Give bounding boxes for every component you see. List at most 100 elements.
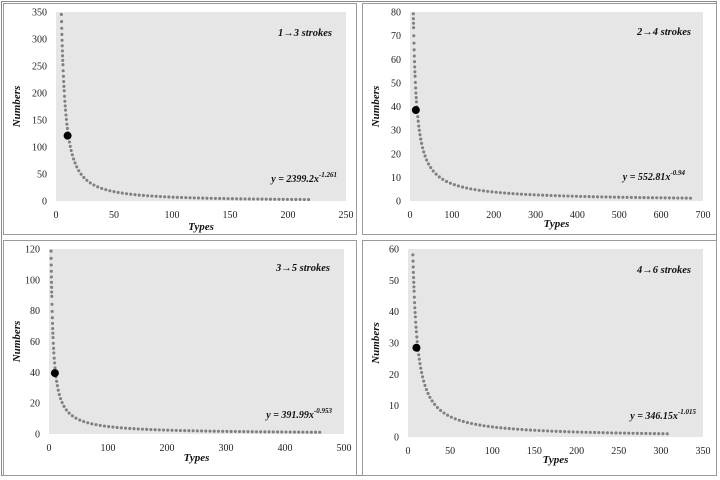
trend-dot xyxy=(218,196,222,201)
trend-dot xyxy=(655,196,659,200)
trend-dot xyxy=(63,108,68,112)
trend-dot xyxy=(225,429,229,433)
trend-dot xyxy=(413,315,417,319)
trend-dot xyxy=(434,172,438,176)
x-tick-label: 0 xyxy=(47,443,52,454)
x-axis-title: Types xyxy=(543,454,569,466)
trend-dot xyxy=(672,196,676,200)
trend-dot xyxy=(503,191,507,195)
trend-dot xyxy=(50,294,54,298)
highlight-point xyxy=(63,131,72,140)
trendline-equation: y = 2399.2x-1.261 xyxy=(270,171,337,185)
trend-dot xyxy=(314,430,318,434)
trend-dot xyxy=(435,405,439,410)
trend-dot xyxy=(412,34,416,38)
trend-dot xyxy=(251,197,256,201)
trend-dot xyxy=(663,196,667,200)
y-tick-label: 120 xyxy=(25,245,40,256)
trend-points xyxy=(411,12,693,200)
trend-dot xyxy=(425,158,429,162)
trend-dot xyxy=(419,366,423,370)
y-tick-label: 200 xyxy=(32,89,47,100)
trend-dot xyxy=(417,128,421,132)
trend-dot xyxy=(184,196,188,200)
trend-dot xyxy=(167,195,171,199)
trend-dot xyxy=(423,383,427,387)
x-tick-label: 300 xyxy=(653,446,668,457)
trend-dot xyxy=(65,122,69,126)
trend-dot xyxy=(469,187,473,191)
trend-dot xyxy=(644,431,648,436)
trend-dot xyxy=(415,340,419,344)
trend-dot xyxy=(413,301,417,305)
trend-dot xyxy=(205,196,209,200)
y-tick-label: 0 xyxy=(35,430,40,441)
trend-dot xyxy=(422,379,426,383)
trend-dot xyxy=(557,194,562,198)
trend-dot xyxy=(267,430,271,434)
trend-dot xyxy=(57,392,61,397)
trend-dot xyxy=(229,429,233,433)
trend-dot xyxy=(477,188,481,192)
trend-dot xyxy=(659,196,663,200)
trend-dot xyxy=(414,100,419,104)
trend-dot xyxy=(157,428,161,432)
trend-dot xyxy=(86,421,90,425)
x-tick-label: 400 xyxy=(570,210,585,221)
trend-dot xyxy=(163,195,167,199)
trend-dot xyxy=(412,60,417,64)
trendline-equation: y = 346.15x-1.015 xyxy=(629,408,696,422)
trend-dot xyxy=(595,195,600,199)
trend-dot xyxy=(617,195,621,199)
trend-dot xyxy=(417,124,421,128)
trend-dot xyxy=(67,140,71,144)
trend-dot xyxy=(625,195,629,199)
trend-dot xyxy=(204,429,208,433)
trend-dot xyxy=(618,431,622,435)
chart-panel-2: 0 10 20 30 40 50 60 70 80 0 100 200 300 400 500 600 700 T… xyxy=(362,3,717,235)
trend-dot xyxy=(213,196,217,200)
trend-dot xyxy=(246,430,250,434)
y-tick-label: 10 xyxy=(391,173,401,184)
trend-dot xyxy=(78,418,82,422)
trend-dot xyxy=(70,414,74,418)
trend-dot xyxy=(62,94,67,98)
trend-dot xyxy=(67,411,71,415)
trend-dot xyxy=(243,197,247,201)
trend-dot xyxy=(72,157,76,161)
trend-dot xyxy=(554,429,558,433)
trend-dot xyxy=(574,194,578,198)
trend-dot xyxy=(150,194,154,198)
trend-dot xyxy=(180,195,184,200)
trend-dot xyxy=(601,431,605,435)
trend-dot xyxy=(414,330,418,334)
trend-dot xyxy=(570,194,574,198)
trend-dot xyxy=(49,275,53,279)
trend-dot xyxy=(414,86,418,90)
trend-dot xyxy=(250,430,254,434)
trend-dot xyxy=(414,96,418,100)
trend-dot xyxy=(271,430,275,434)
trend-dot xyxy=(412,26,416,30)
trend-dot xyxy=(294,197,298,201)
y-tick-label: 100 xyxy=(25,275,40,286)
trend-dot xyxy=(55,384,59,388)
trend-dot xyxy=(545,193,549,197)
y-tick-label: 40 xyxy=(30,368,40,379)
trend-dot xyxy=(460,185,465,189)
trend-dot xyxy=(188,196,192,200)
trend-dot xyxy=(302,197,306,201)
trend-dot xyxy=(533,428,537,432)
trend-dot xyxy=(75,165,79,169)
trend-dot xyxy=(221,429,225,433)
chart-4: 0 10 20 30 40 50 60 0 50 100 150 200 250 300 350 Types N… xyxy=(370,245,711,467)
trend-dot xyxy=(158,195,162,199)
trend-dot xyxy=(597,431,601,435)
trend-dot xyxy=(63,99,67,103)
y-tick-label: 0 xyxy=(42,197,47,208)
trend-dot xyxy=(456,184,460,188)
trend-dot xyxy=(503,426,507,430)
x-tick-label: 600 xyxy=(654,210,669,221)
trend-dot xyxy=(661,432,665,436)
